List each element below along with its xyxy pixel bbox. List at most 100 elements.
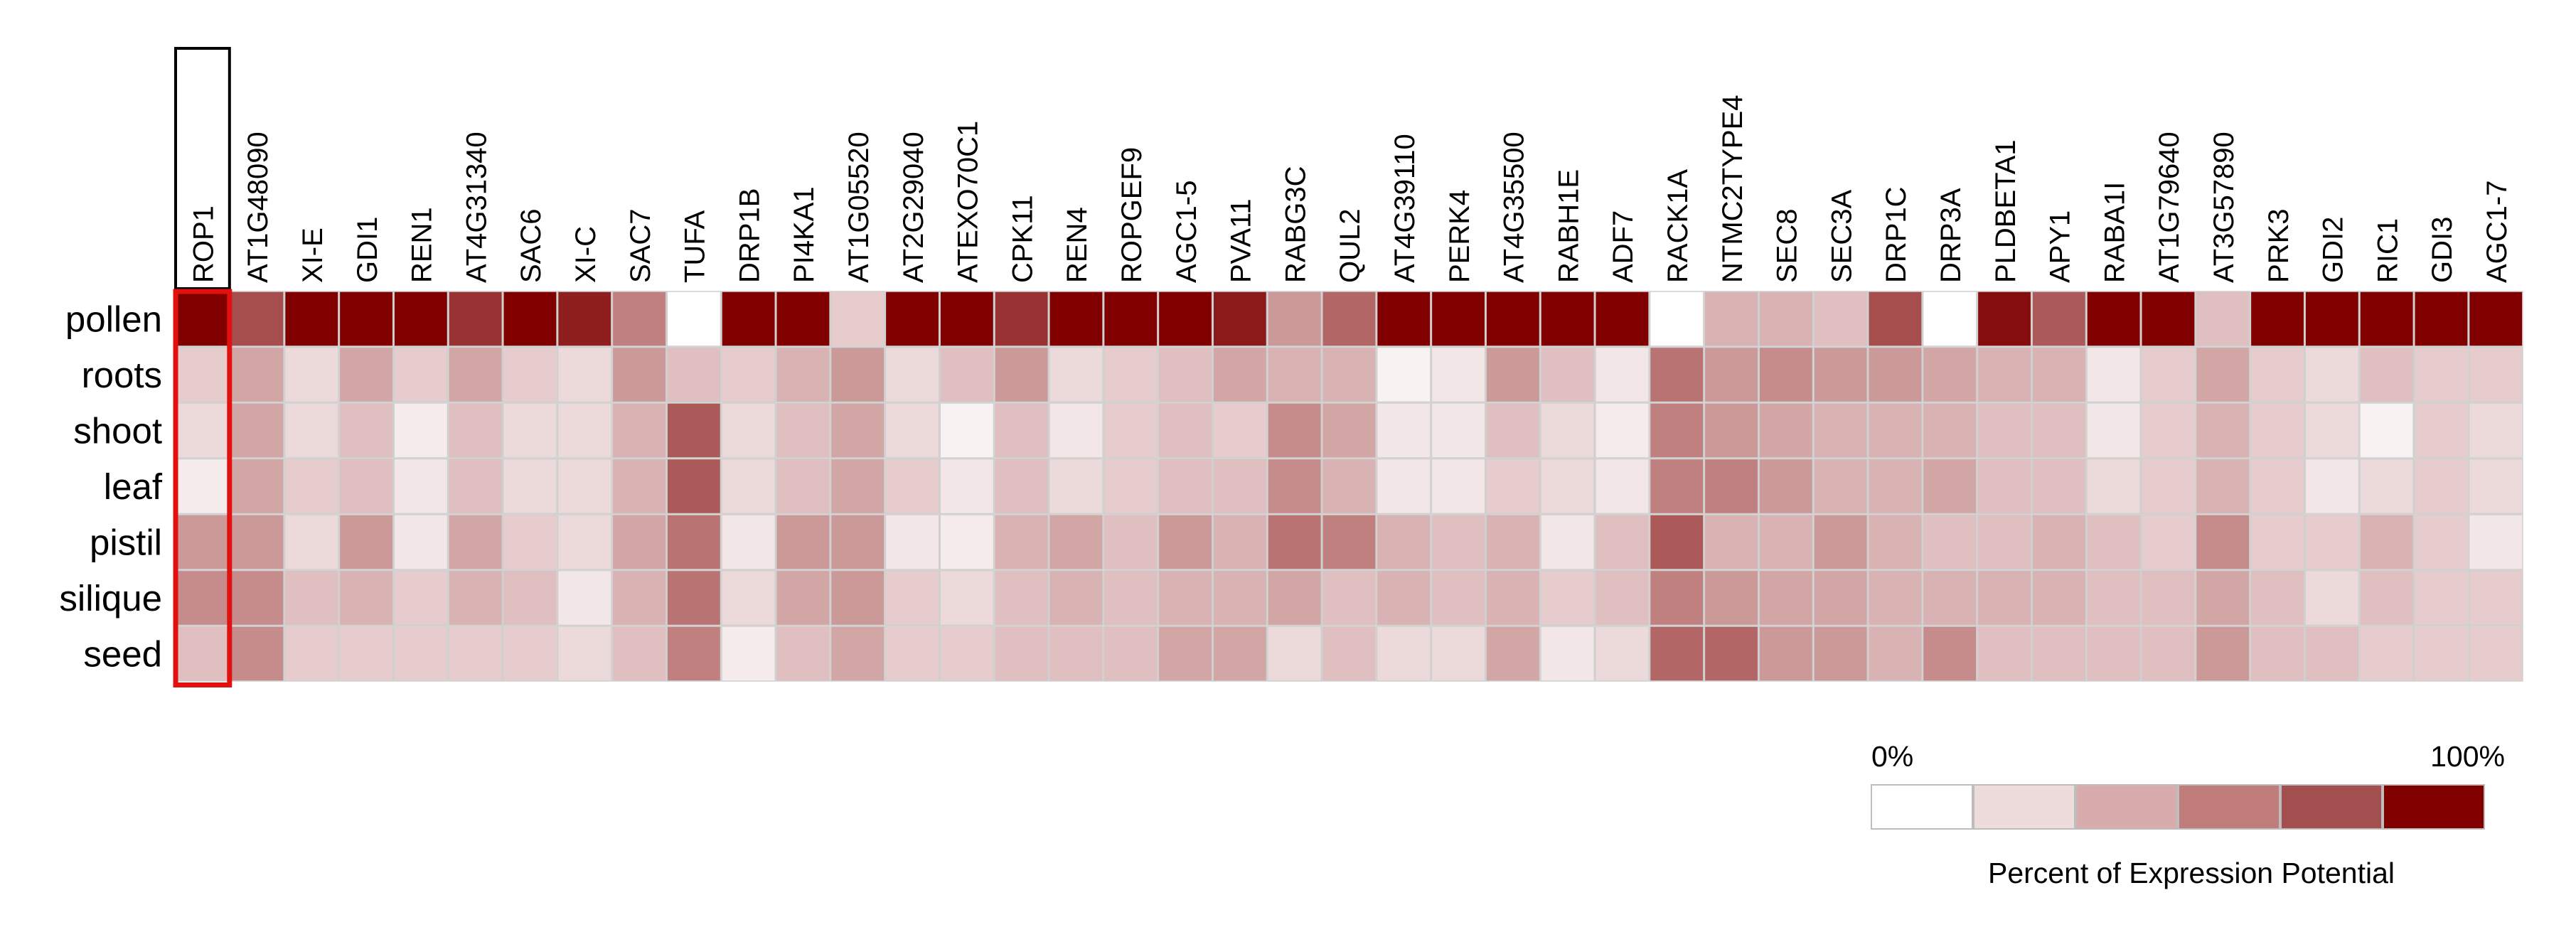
heatmap-cell-pistil-GDI2 (2304, 514, 2360, 570)
column-label-AT1G05520: AT1G05520 (843, 132, 875, 283)
heatmap-cell-leaf-CPK11 (994, 458, 1049, 515)
heatmap-cell-seed-AT4G39110 (1376, 626, 1431, 682)
heatmap-cell-roots-CPK11 (994, 346, 1049, 403)
heatmap-cell-shoot-CPK11 (994, 402, 1049, 459)
heatmap-cell-pistil-RABA1I (2086, 514, 2142, 570)
heatmap-cell-silique-AT4G31340 (448, 569, 503, 626)
heatmap-cell-shoot-RABA1I (2086, 402, 2142, 459)
heatmap-cell-shoot-AT1G05520 (830, 402, 885, 459)
heatmap-cell-pollen-PVA11 (1212, 291, 1268, 347)
heatmap-cell-pistil-XI-E (284, 514, 339, 570)
heatmap-cell-silique-RACK1A (1649, 569, 1704, 626)
column-label-SAC7: SAC7 (625, 209, 656, 284)
heatmap-cell-roots-SEC3A (1813, 346, 1869, 403)
heatmap-cell-shoot-ADF7 (1595, 402, 1650, 459)
heatmap-cell-roots-XI-C (557, 346, 612, 403)
heatmap-cell-roots-XI-E (284, 346, 339, 403)
heatmap-cell-pistil-SEC8 (1758, 514, 1814, 570)
heatmap-cell-roots-PI4KA1 (776, 346, 830, 403)
heatmap-cell-seed-PI4KA1 (776, 626, 830, 682)
heatmap-cell-shoot-ATEXO70C1 (939, 402, 995, 459)
heatmap-cell-leaf-REN4 (1049, 458, 1103, 515)
heatmap-cell-leaf-QUL2 (1322, 458, 1377, 515)
heatmap-cell-roots-RABH1E (1540, 346, 1596, 403)
heatmap-cell-pistil-ATEXO70C1 (939, 514, 995, 570)
heatmap-cell-shoot-REN1 (393, 402, 449, 459)
heatmap-cell-silique-PLDBETA1 (1977, 569, 2032, 626)
heatmap-cell-seed-DRP3A (1922, 626, 1977, 682)
heatmap-cell-roots-AT1G79640 (2141, 346, 2196, 403)
heatmap-cell-leaf-PVA11 (1212, 458, 1268, 515)
heatmap-cell-pollen-DRP3A (1922, 291, 1977, 347)
heatmap-cell-roots-PERK4 (1431, 346, 1486, 403)
row-label-pistil: pistil (90, 522, 162, 562)
heatmap-cell-silique-AT3G57890 (2195, 569, 2250, 626)
column-label-AGC1-5: AGC1-5 (1171, 181, 1202, 284)
heatmap-cell-silique-GDI3 (2414, 569, 2469, 626)
heatmap-cell-silique-DRP1B (721, 569, 776, 626)
heatmap-cell-pistil-DRP3A (1922, 514, 1977, 570)
heatmap-cell-roots-PRK3 (2250, 346, 2305, 403)
heatmap-cell-pollen-ROP1 (175, 291, 230, 347)
heatmap-cell-pistil-SAC7 (611, 514, 667, 570)
heatmap-cell-shoot-PVA11 (1212, 402, 1268, 459)
heatmap-cell-shoot-RIC1 (2359, 402, 2415, 459)
heatmap-cell-shoot-XI-E (284, 402, 339, 459)
column-label-AT4G31340: AT4G31340 (461, 132, 492, 283)
heatmap-cell-pollen-SEC3A (1813, 291, 1869, 347)
heatmap-cell-pollen-SEC8 (1758, 291, 1814, 347)
heatmap-cell-roots-SAC6 (503, 346, 557, 403)
column-label-RABG3C: RABG3C (1280, 166, 1311, 284)
heatmap-cell-seed-AT3G57890 (2195, 626, 2250, 682)
heatmap-cell-leaf-PI4KA1 (776, 458, 830, 515)
column-label-AGC1-7: AGC1-7 (2481, 181, 2513, 284)
heatmap-cell-silique-XI-E (284, 569, 339, 626)
heatmap-cell-pistil-RABG3C (1267, 514, 1322, 570)
heatmap-cell-pistil-ADF7 (1595, 514, 1650, 570)
heatmap-cell-pollen-RACK1A (1649, 291, 1704, 347)
heatmap-cell-shoot-DRP3A (1922, 402, 1977, 459)
heatmap-cell-pistil-PVA11 (1212, 514, 1268, 570)
heatmap-cell-leaf-XI-C (557, 458, 612, 515)
heatmap-cell-leaf-SAC6 (503, 458, 557, 515)
heatmap-cell-roots-SAC7 (611, 346, 667, 403)
heatmap-cell-pistil-NTMC2TYPE4 (1704, 514, 1759, 570)
heatmap-cell-seed-PVA11 (1212, 626, 1268, 682)
heatmap-cell-silique-PRK3 (2250, 569, 2305, 626)
heatmap-cell-roots-AT2G29040 (885, 346, 940, 403)
heatmap-cells (175, 291, 2523, 682)
column-label-ADF7: ADF7 (1608, 210, 1639, 283)
heatmap-cell-shoot-XI-C (557, 402, 612, 459)
heatmap-cell-pistil-ROPGEF9 (1103, 514, 1158, 570)
heatmap-cell-seed-SAC7 (611, 626, 667, 682)
heatmap-cell-pollen-PLDBETA1 (1977, 291, 2032, 347)
heatmap-cell-leaf-GDI3 (2414, 458, 2469, 515)
heatmap-cell-pollen-CPK11 (994, 291, 1049, 347)
heatmap-cell-pollen-GDI3 (2414, 291, 2469, 347)
heatmap-cell-pollen-DRP1C (1868, 291, 1923, 347)
column-label-SEC8: SEC8 (1772, 209, 1803, 284)
highlight-column-box (173, 289, 233, 687)
heatmap-cell-seed-AGC1-7 (2468, 626, 2523, 682)
heatmap-cell-leaf-RACK1A (1649, 458, 1704, 515)
heatmap-cell-leaf-AT3G57890 (2195, 458, 2250, 515)
heatmap-cell-roots-ROPGEF9 (1103, 346, 1158, 403)
heatmap-cell-seed-RABH1E (1540, 626, 1596, 682)
heatmap-cell-leaf-AT2G29040 (885, 458, 940, 515)
heatmap-cell-seed-SEC3A (1813, 626, 1869, 682)
heatmap-cell-seed-QUL2 (1322, 626, 1377, 682)
column-label-ATEXO70C1: ATEXO70C1 (953, 121, 984, 283)
heatmap-cell-silique-QUL2 (1322, 569, 1377, 626)
column-label-PRK3: PRK3 (2263, 209, 2294, 284)
heatmap-cell-seed-AT2G29040 (885, 626, 940, 682)
heatmap-cell-shoot-RABG3C (1267, 402, 1322, 459)
row-label-pollen: pollen (65, 299, 162, 339)
heatmap-cell-silique-TUFA (666, 569, 722, 626)
heatmap-cell-shoot-SAC6 (503, 402, 557, 459)
heatmap-cell-leaf-PERK4 (1431, 458, 1486, 515)
heatmap-cell-silique-AT2G29040 (885, 569, 940, 626)
heatmap-cell-shoot-AT4G39110 (1376, 402, 1431, 459)
heatmap-cell-seed-XI-C (557, 626, 612, 682)
heatmap-cell-silique-SEC3A (1813, 569, 1869, 626)
legend-swatch-3 (2075, 784, 2178, 830)
